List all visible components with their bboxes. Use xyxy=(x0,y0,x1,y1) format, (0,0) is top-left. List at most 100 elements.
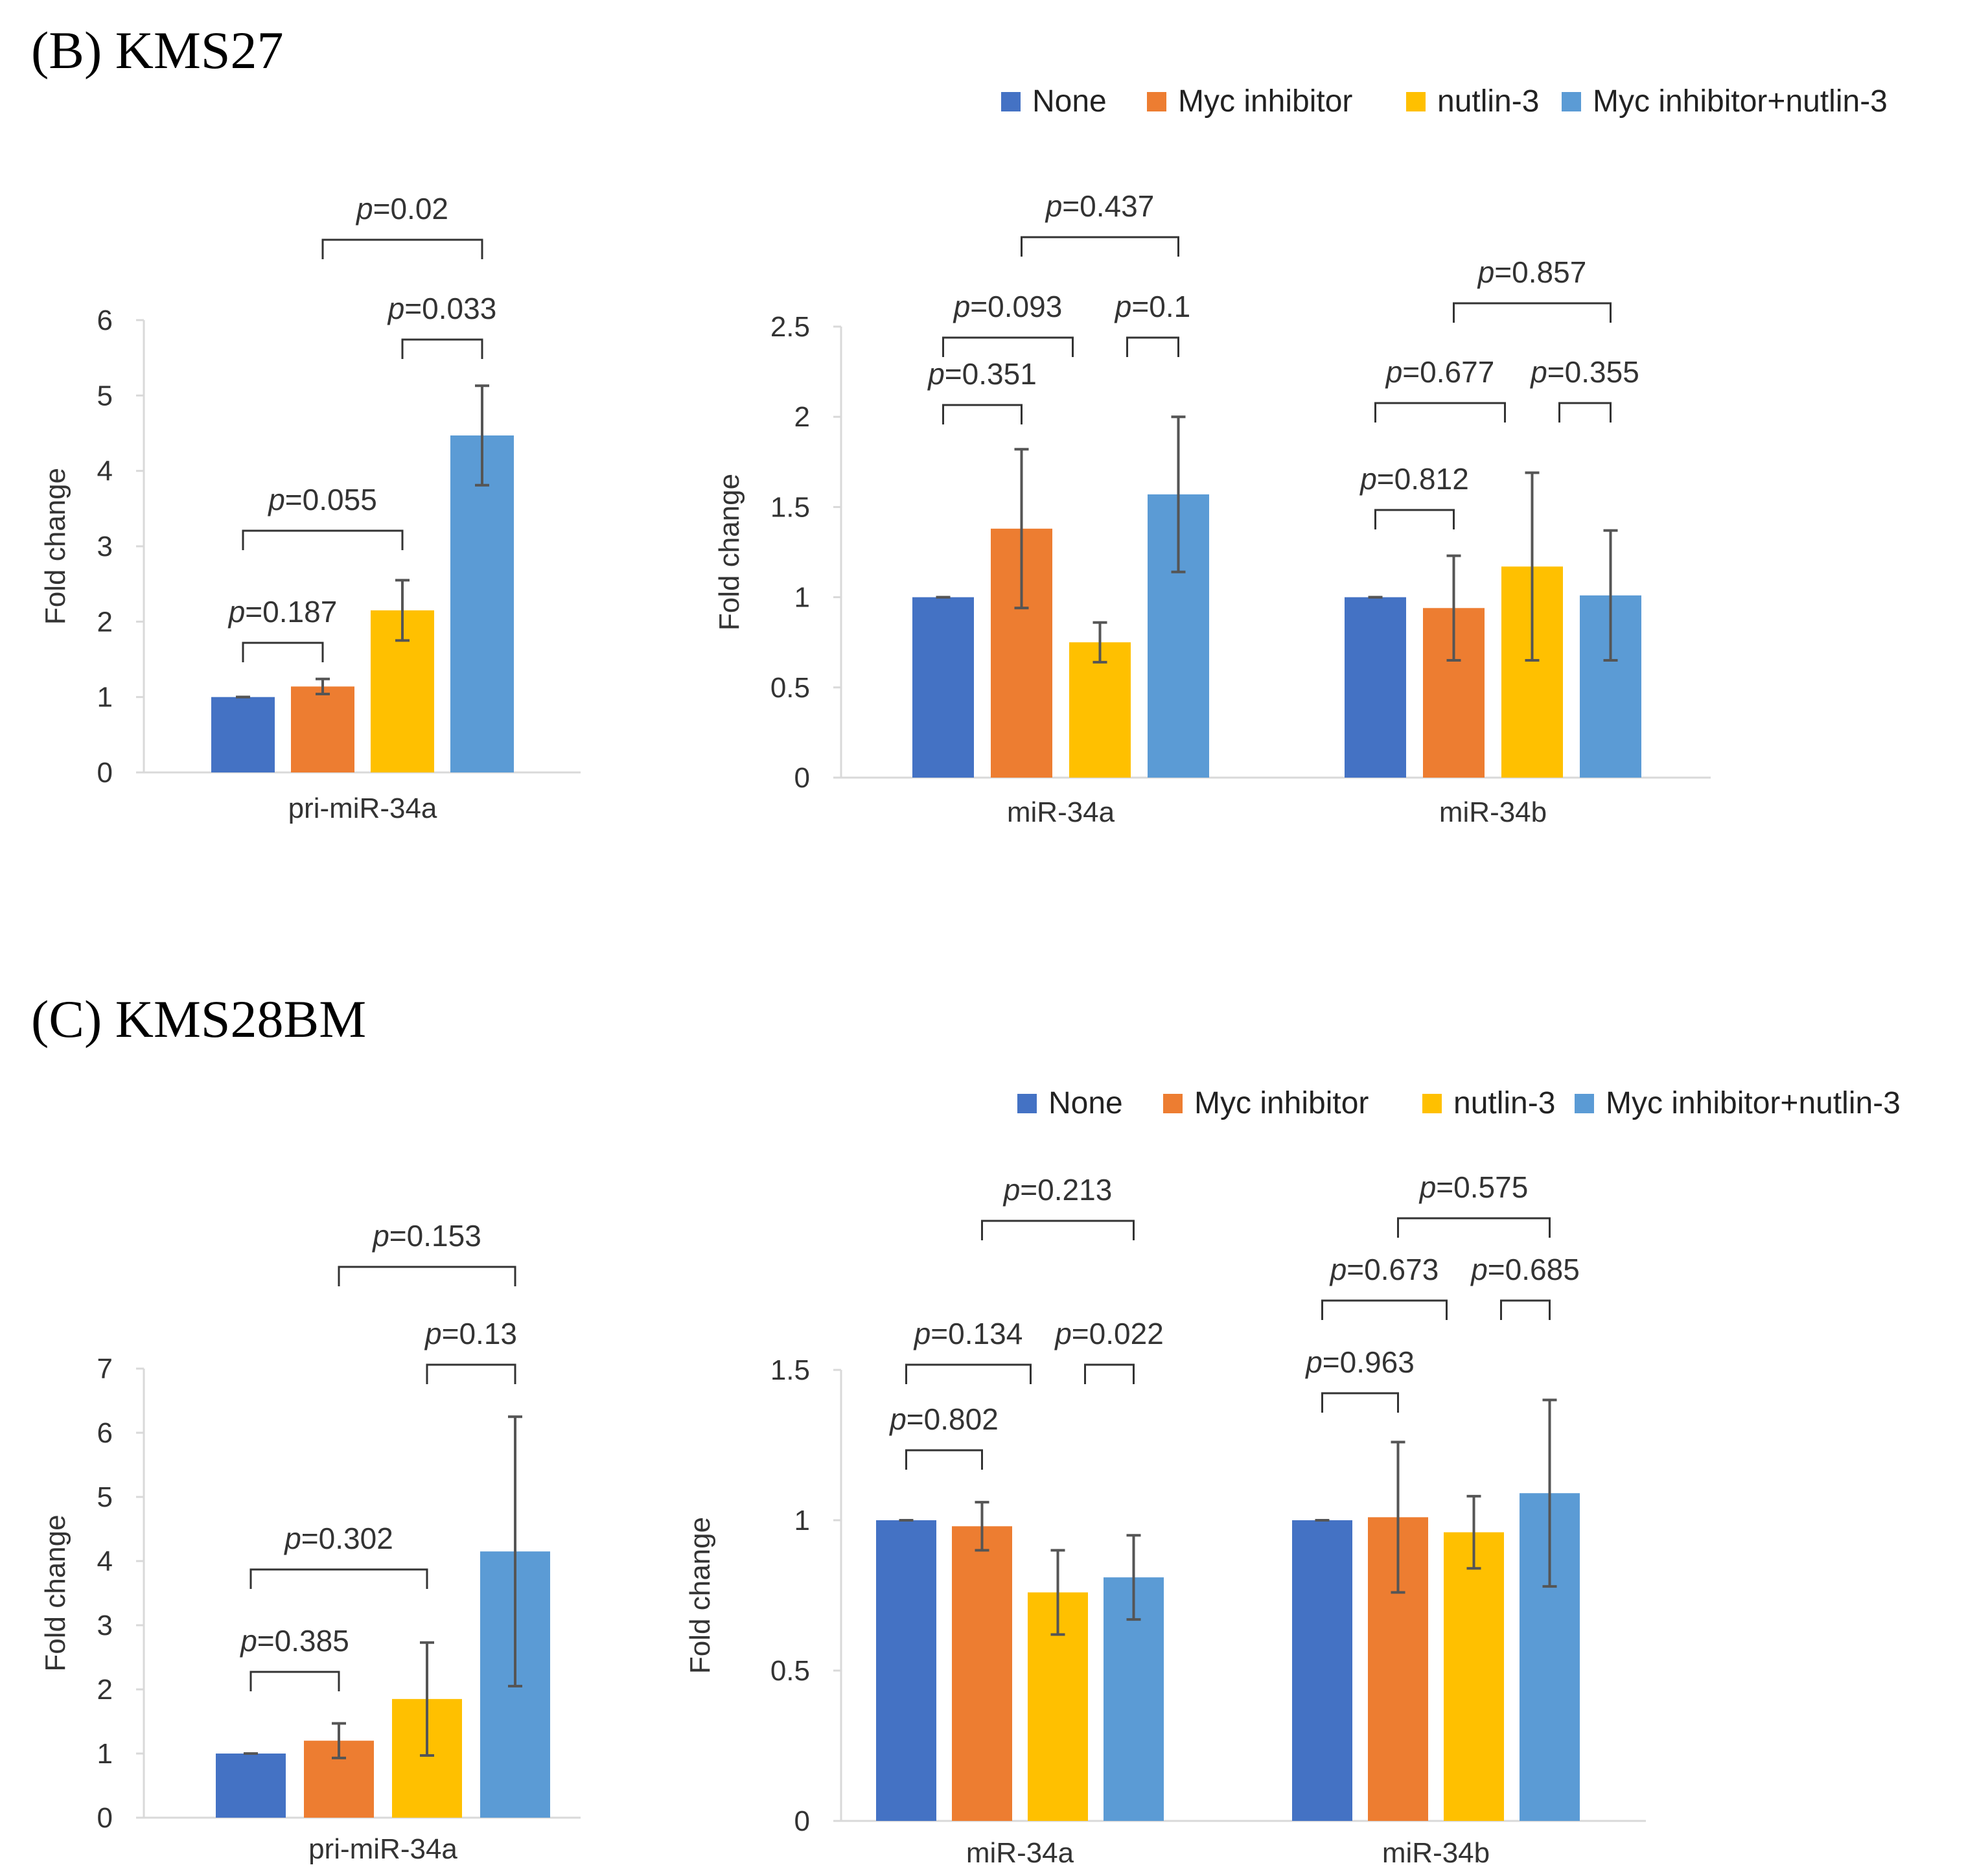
p-value-label: p=0.963 xyxy=(1304,1345,1415,1379)
legend-label: Myc inhibitor xyxy=(1178,84,1352,119)
p-value-label: p=0.13 xyxy=(424,1317,517,1350)
y-tick-label: 5 xyxy=(97,1481,113,1513)
y-tick-label: 0.5 xyxy=(770,672,810,704)
significance-bracket xyxy=(401,338,483,359)
bar xyxy=(912,597,974,778)
significance-bracket xyxy=(249,1671,340,1691)
y-tick-label: 4 xyxy=(97,456,113,487)
p-value-label: p=0.187 xyxy=(227,595,338,629)
significance-bracket xyxy=(1084,1363,1135,1384)
y-tick-label: 2 xyxy=(97,1674,113,1706)
x-category-label: miR-34a xyxy=(1007,796,1115,828)
y-tick-label: 0 xyxy=(794,762,810,794)
bar xyxy=(876,1520,936,1821)
bar xyxy=(216,1754,286,1818)
significance-bracket xyxy=(242,642,324,662)
y-tick-label: 7 xyxy=(97,1353,113,1385)
p-value-label: p=0.033 xyxy=(387,292,497,325)
p-value-label: p=0.1 xyxy=(1114,290,1190,323)
legend-label: Myc inhibitor+nutlin-3 xyxy=(1593,84,1888,119)
legend-swatch xyxy=(1422,1094,1442,1113)
chart-kms27-pri-mir-34a: 0 1 2 3 4 5 6 Fold change pri-miR-34a p=0.187 p=0.… xyxy=(40,192,581,824)
chart-kms28bm-mir-34: 0 0.5 1 1.5 Fold change miR-34a miR-34b p=0.802… xyxy=(684,1170,1646,1869)
significance-bracket xyxy=(1558,402,1612,423)
significance-bracket xyxy=(905,1363,1032,1384)
bar xyxy=(291,686,354,772)
bar xyxy=(211,697,275,772)
y-tick-label: 0.5 xyxy=(770,1655,810,1687)
bar xyxy=(450,435,514,772)
significance-bracket xyxy=(1453,302,1612,323)
y-tick-label: 6 xyxy=(97,305,113,336)
significance-bracket xyxy=(1321,1392,1399,1413)
significance-bracket xyxy=(242,529,404,550)
panel-b-title: (B) KMS27 xyxy=(31,21,284,80)
significance-bracket xyxy=(942,404,1023,424)
p-value-label: p=0.812 xyxy=(1359,462,1469,496)
chart-kms28bm-pri-mir-34a: 0 1 2 3 4 5 6 7 Fold change pri-miR-34a p=0.385 p=0… xyxy=(40,1219,581,1865)
x-category-label: miR-34a xyxy=(966,1837,1074,1869)
legend-swatch xyxy=(1017,1094,1037,1113)
x-category-label: pri-miR-34a xyxy=(288,793,437,824)
x-category-label: pri-miR-34a xyxy=(308,1833,457,1865)
legend-label: Myc inhibitor xyxy=(1194,1086,1369,1120)
legend-swatch xyxy=(1147,92,1166,111)
y-tick-label: 2 xyxy=(97,606,113,638)
y-tick-label: 5 xyxy=(97,380,113,411)
p-value-label: p=0.575 xyxy=(1418,1170,1529,1204)
y-tick-label: 1 xyxy=(794,582,810,614)
p-value-label: p=0.055 xyxy=(267,483,377,516)
significance-bracket xyxy=(1397,1217,1551,1238)
significance-bracket xyxy=(249,1568,428,1589)
significance-bracket xyxy=(1021,236,1179,257)
y-tick-label: 4 xyxy=(97,1546,113,1577)
legend-label: nutlin-3 xyxy=(1437,84,1539,119)
legend-swatch xyxy=(1406,92,1426,111)
bar xyxy=(952,1526,1012,1821)
significance-bracket xyxy=(981,1220,1135,1240)
p-value-label: p=0.302 xyxy=(283,1522,393,1555)
legend-swatch xyxy=(1001,92,1021,111)
legend-swatch xyxy=(1163,1094,1183,1113)
bar xyxy=(1069,642,1131,778)
x-category-label: miR-34b xyxy=(1439,796,1547,828)
significance-bracket xyxy=(1374,402,1506,423)
y-tick-label: 2 xyxy=(794,401,810,433)
p-value-label: p=0.385 xyxy=(239,1624,349,1658)
bar xyxy=(1292,1520,1352,1821)
p-value-label: p=0.677 xyxy=(1385,355,1495,389)
significance-bracket xyxy=(1321,1299,1448,1320)
y-tick-label: 0 xyxy=(97,1802,113,1834)
significance-bracket xyxy=(942,336,1074,357)
legend-panel-c: None Myc inhibitor nutlin-3 Myc inhibitor+n… xyxy=(1017,1086,1901,1120)
p-value-label: p=0.673 xyxy=(1329,1253,1439,1286)
legend-swatch xyxy=(1575,1094,1594,1113)
p-value-label: p=0.437 xyxy=(1045,189,1155,223)
significance-bracket xyxy=(321,238,483,259)
p-value-label: p=0.685 xyxy=(1470,1253,1580,1286)
y-tick-label: 1 xyxy=(97,682,113,713)
y-axis-title: Fold change xyxy=(40,468,71,625)
legend-label: Myc inhibitor+nutlin-3 xyxy=(1606,1086,1901,1120)
p-value-label: p=0.02 xyxy=(355,192,448,226)
significance-bracket xyxy=(1500,1299,1551,1320)
panel-c-title: (C) KMS28BM xyxy=(31,990,366,1048)
legend-swatch xyxy=(1562,92,1581,111)
significance-bracket xyxy=(426,1363,516,1384)
y-tick-label: 1 xyxy=(794,1505,810,1536)
significance-bracket xyxy=(1374,509,1455,529)
y-tick-label: 0 xyxy=(794,1805,810,1837)
p-value-label: p=0.802 xyxy=(888,1402,999,1436)
y-axis-title: Fold change xyxy=(684,1517,716,1674)
p-value-label: p=0.022 xyxy=(1054,1317,1164,1350)
p-value-label: p=0.213 xyxy=(1002,1173,1113,1207)
y-axis-title: Fold change xyxy=(40,1514,71,1671)
y-tick-label: 3 xyxy=(97,531,113,562)
p-value-label: p=0.134 xyxy=(913,1317,1023,1350)
legend-label: None xyxy=(1048,1086,1123,1120)
y-tick-label: 2.5 xyxy=(770,311,810,343)
p-value-label: p=0.355 xyxy=(1529,355,1639,389)
significance-bracket xyxy=(338,1266,516,1286)
significance-bracket xyxy=(1126,336,1179,357)
